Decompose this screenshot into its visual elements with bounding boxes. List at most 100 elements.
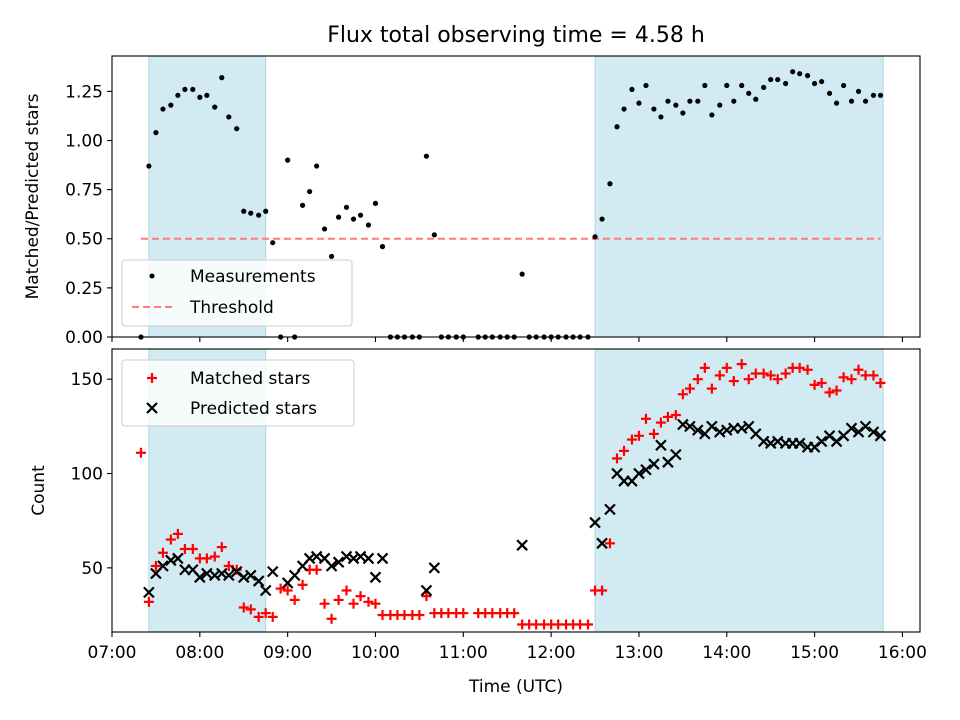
predicted-star-point-b	[172, 552, 184, 565]
matched-star-point	[223, 560, 234, 571]
bottom-legend: Matched stars Predicted stars	[121, 359, 355, 427]
predicted-star-point	[369, 571, 382, 584]
matched-star-point	[794, 362, 805, 373]
measurement-point	[724, 82, 730, 89]
measurement-point	[702, 82, 708, 89]
measurement-point	[709, 112, 715, 118]
legend-measurements-marker	[149, 273, 155, 279]
y-tick-label: 150	[71, 370, 103, 390]
matched-star-point	[143, 596, 154, 607]
measurement-point	[753, 96, 759, 102]
predicted-star-point	[362, 552, 375, 565]
matched-star-point	[758, 368, 769, 379]
predicted-star-point	[143, 586, 155, 599]
measurement-point	[621, 106, 627, 112]
bottom-shade-1	[594, 348, 884, 633]
matched-star-point	[201, 553, 212, 564]
matched-star-point	[809, 379, 820, 390]
matched-star-point	[172, 528, 183, 539]
matched-star-point	[150, 560, 161, 571]
measurement-point	[687, 98, 693, 104]
matched-star-point	[421, 591, 432, 602]
measurement-point	[299, 202, 306, 208]
measurement-point	[226, 114, 232, 120]
measurement-point	[328, 253, 335, 260]
measurement-point	[599, 216, 605, 222]
matched-star-point	[260, 608, 271, 619]
predicted-star-point-b	[742, 420, 755, 433]
matched-star-point	[414, 610, 425, 621]
predicted-star-point-b	[303, 552, 316, 565]
y-tick-label: 0.50	[65, 230, 103, 250]
matched-star-point	[363, 596, 374, 607]
measurement-point	[314, 163, 320, 169]
measurement-point	[357, 212, 364, 218]
measurement-point	[256, 212, 262, 218]
predicted-star-point	[252, 575, 265, 587]
predicted-star-point	[684, 420, 696, 433]
bottom-y-ticks: 50 100 150	[71, 370, 112, 579]
measurement-point	[775, 76, 781, 83]
x-tick-label: 15:00	[790, 643, 839, 663]
measurement-point	[285, 157, 291, 163]
measurement-point	[343, 204, 350, 210]
matched-star-point	[319, 598, 330, 609]
measurement-point	[665, 98, 671, 104]
predicted-star-point-b	[516, 539, 528, 551]
measurement-point	[197, 94, 203, 100]
matched-star-point	[326, 613, 337, 624]
measurement-point	[673, 102, 679, 108]
predicted-star-point-b	[706, 420, 718, 433]
measurement-point	[519, 271, 525, 277]
bottom-y-axis-label: Count	[29, 465, 49, 516]
predicted-star-point-b	[764, 437, 777, 450]
matched-star-point	[648, 428, 659, 439]
matched-star-point	[692, 374, 703, 385]
measurement-point	[636, 100, 642, 106]
predicted-star-point-b	[735, 422, 748, 435]
matched-star-point	[267, 611, 278, 622]
measurement-point	[848, 98, 855, 104]
measurement-point	[307, 188, 313, 195]
measurement-point	[761, 84, 767, 91]
measurement-point	[797, 71, 803, 77]
predicted-star-point-b	[259, 584, 272, 597]
predicted-star-point	[516, 539, 528, 551]
top-legend: Measurements Threshold	[121, 259, 353, 327]
matched-star-point	[458, 608, 469, 619]
measurement-point	[855, 88, 862, 94]
matched-star-point	[216, 542, 227, 553]
legend-threshold-label: Threshold	[189, 298, 274, 318]
measurement-point	[204, 92, 210, 98]
predicted-star-point-b	[252, 575, 265, 587]
y-tick-label: 1.00	[65, 131, 103, 151]
predicted-star-point-b	[874, 430, 887, 442]
matched-star-point	[626, 434, 637, 445]
measurement-point	[212, 104, 218, 110]
x-tick-label: 14:00	[702, 643, 751, 663]
predicted-star-point	[706, 420, 718, 433]
matched-star-point	[772, 374, 783, 385]
measurement-point	[248, 210, 254, 216]
legend-matched-plus	[147, 373, 157, 383]
bottom-x-ticks: 07:00 08:00 09:00 10:00 11:00 12:00 13:00 14:00…	[88, 632, 927, 663]
matched-star-point	[721, 362, 732, 373]
x-tick-label: 08:00	[175, 643, 224, 663]
matched-star-point	[816, 377, 827, 388]
legend-measurements-label: Measurements	[190, 267, 316, 287]
measurement-point	[182, 86, 188, 93]
predicted-star-point	[874, 430, 887, 442]
matched-star-point	[662, 411, 673, 422]
legend-matched-label: Matched stars	[190, 369, 310, 389]
measurement-point	[592, 234, 598, 240]
measurement-point	[877, 92, 884, 98]
predicted-star-point-b	[369, 571, 382, 584]
matched-star-point	[846, 374, 857, 385]
predicted-star-point	[859, 420, 872, 433]
measurement-point	[153, 130, 159, 136]
predicted-star-point-b	[347, 552, 360, 565]
x-tick-label: 16:00	[878, 643, 927, 663]
predicted-star-point	[376, 552, 389, 565]
measurement-point	[783, 80, 789, 87]
predicted-star-point-b	[288, 569, 301, 582]
